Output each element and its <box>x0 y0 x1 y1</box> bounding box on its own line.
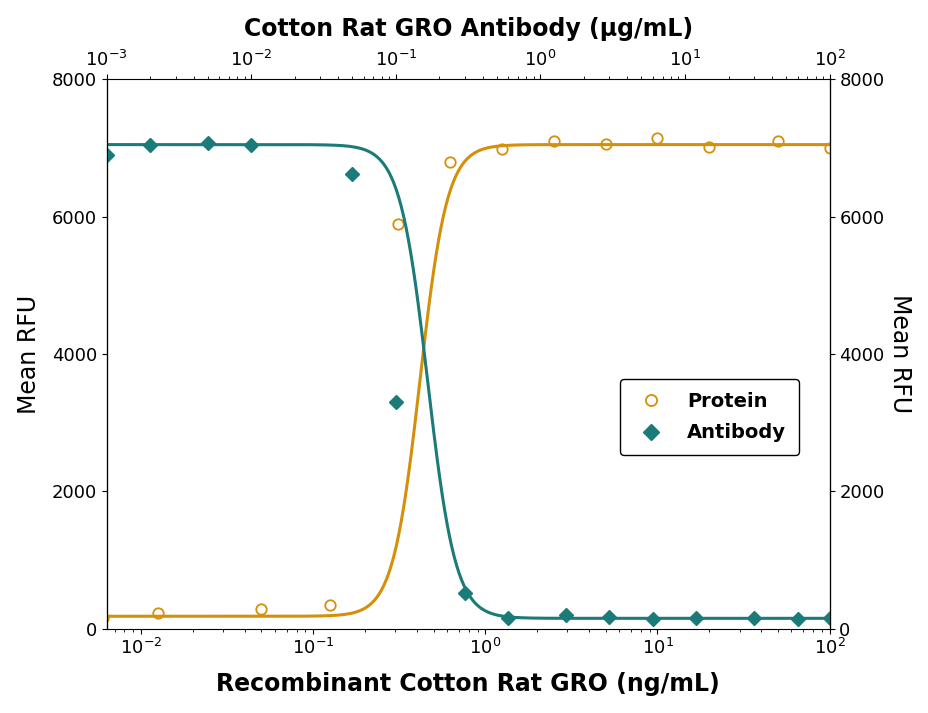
Y-axis label: Mean RFU: Mean RFU <box>887 294 911 414</box>
Y-axis label: Mean RFU: Mean RFU <box>17 294 41 414</box>
Legend: Protein, Antibody: Protein, Antibody <box>620 379 798 455</box>
X-axis label: Cotton Rat GRO Antibody (μg/mL): Cotton Rat GRO Antibody (μg/mL) <box>243 16 692 41</box>
X-axis label: Recombinant Cotton Rat GRO (ng/mL): Recombinant Cotton Rat GRO (ng/mL) <box>216 672 719 697</box>
